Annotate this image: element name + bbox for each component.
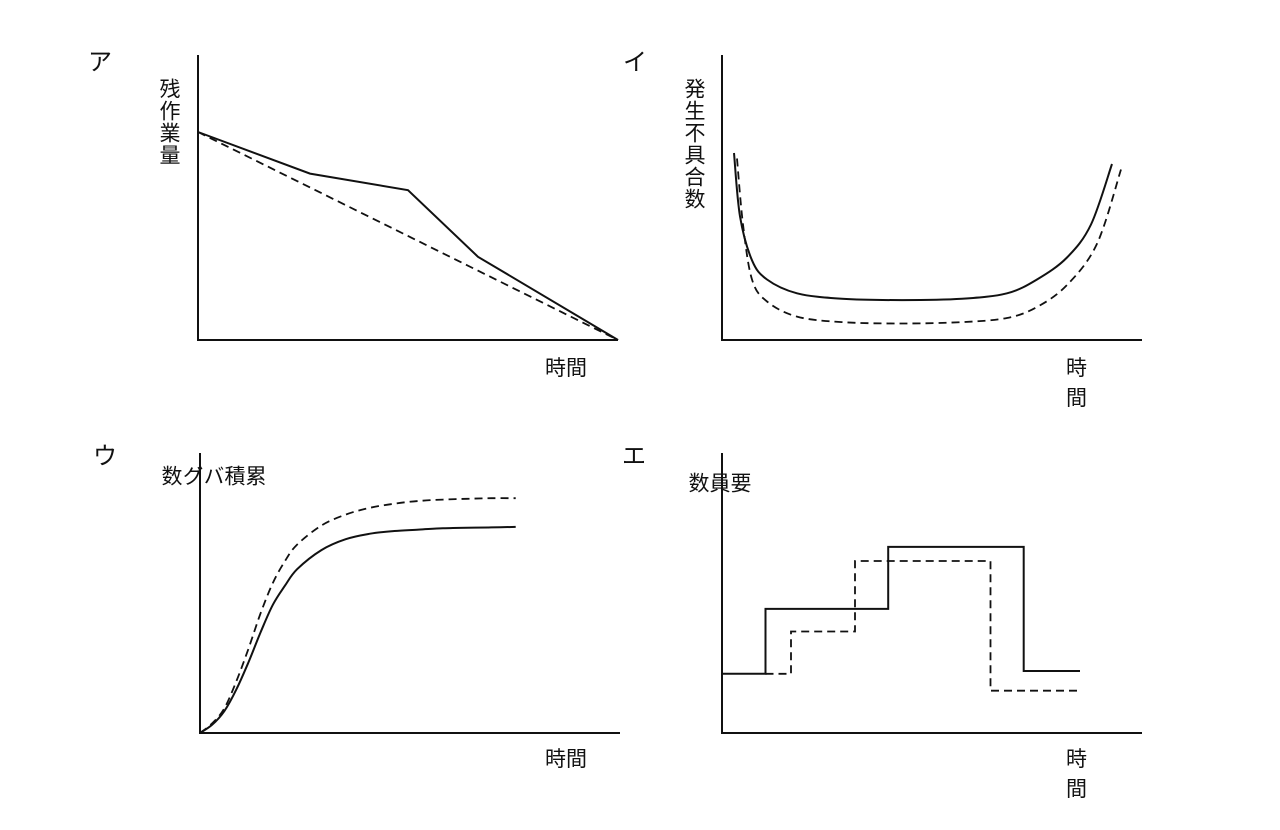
panel-label: ウ — [93, 442, 117, 470]
chart-panel-e: エ 要員数 時間 — [0, 0, 1142, 801]
x-axis-label: 時間 — [545, 356, 587, 380]
series-solid-line — [722, 545, 1080, 675]
y-axis-label: 累積バグ数 — [159, 465, 267, 487]
panel-label: エ — [622, 442, 646, 470]
series-dashed-line — [197, 131, 619, 341]
axes — [197, 55, 618, 341]
y-axis-label: 発生不具合数 — [682, 78, 706, 210]
panel-label: ア — [88, 48, 112, 76]
y-axis-label: 要員数 — [686, 472, 752, 494]
series-solid-line — [199, 525, 516, 734]
series-dashed-line — [736, 158, 1122, 325]
chart-panel-u: ウ 累積バグ数 時間 — [0, 0, 640, 771]
chart-panel-i: イ 発生不具合数 時間 — [0, 0, 1142, 415]
axes — [721, 55, 1142, 341]
panel-label: イ — [623, 48, 647, 76]
chart-plot — [721, 55, 1142, 341]
x-axis-label: 時間 — [1066, 356, 1087, 410]
series-solid-line — [733, 152, 1113, 302]
chart-plot — [197, 55, 619, 341]
x-axis-label: 時間 — [545, 747, 587, 771]
chart-panel-a: ア 残作業量 時間 — [0, 0, 640, 415]
series-solid-line — [197, 131, 619, 341]
y-axis-label: 残作業量 — [157, 78, 181, 166]
x-axis-label: 時間 — [1066, 747, 1087, 801]
axes — [721, 453, 1142, 734]
series-dashed-line — [765, 560, 1080, 692]
